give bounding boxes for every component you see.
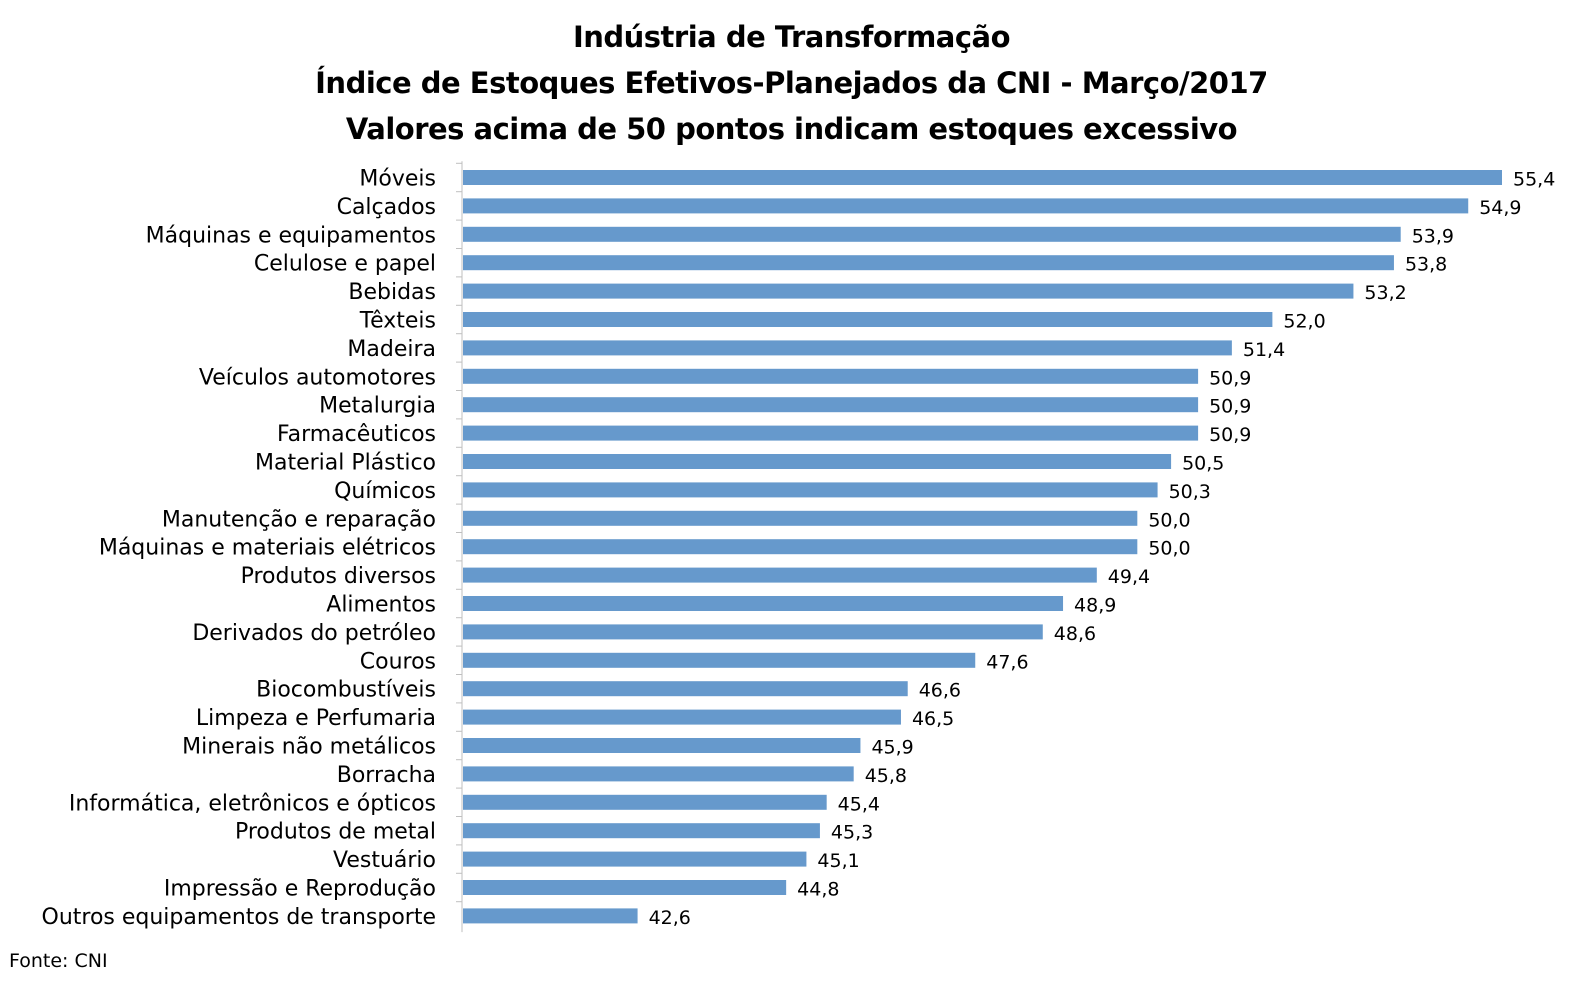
category-label: Biocombustíveis	[256, 678, 436, 703]
bar	[463, 425, 1199, 441]
category-label: Calçados	[337, 195, 436, 220]
data-label: 53,9	[1412, 225, 1454, 247]
category-label: Impressão e Reprodução	[164, 877, 436, 902]
bar	[463, 794, 827, 810]
bar	[463, 851, 807, 867]
category-label: Couros	[360, 649, 436, 674]
category-label: Químicos	[334, 479, 436, 504]
category-label: Têxteis	[359, 309, 436, 334]
category-label: Produtos de metal	[235, 820, 436, 845]
chart-title: Indústria de Transformação	[572, 20, 1011, 54]
bar	[463, 880, 787, 895]
data-label: 52,0	[1283, 311, 1325, 333]
data-label: 50,9	[1209, 367, 1251, 389]
chart-subtitle: Índice de Estoques Efetivos-Planejados d…	[315, 66, 1268, 100]
category-label: Outros equipamentos de transporte	[42, 905, 437, 930]
category-label: Produtos diversos	[241, 564, 436, 589]
data-label: 55,4	[1513, 169, 1555, 191]
category-label: Metalurgia	[319, 394, 436, 419]
chart-subtitle-2: Valores acima de 50 pontos indicam estoq…	[345, 112, 1238, 146]
category-label: Veículos automotores	[199, 365, 436, 390]
data-label: 45,1	[817, 850, 859, 872]
data-label: 53,8	[1405, 254, 1447, 276]
data-label: 50,9	[1209, 424, 1251, 446]
category-label: Máquinas e equipamentos	[146, 223, 436, 248]
bar	[463, 567, 1097, 583]
category-label: Madeira	[347, 337, 436, 362]
data-label: 53,2	[1364, 282, 1406, 304]
bar	[463, 255, 1394, 271]
data-label: 49,4	[1108, 566, 1150, 588]
source-note: Fonte: CNI	[9, 950, 108, 972]
data-label: 48,6	[1054, 623, 1096, 645]
category-label: Borracha	[337, 763, 436, 788]
category-label: Minerais não metálicos	[182, 735, 436, 760]
bar	[463, 652, 976, 668]
category-label: Material Plástico	[255, 451, 436, 476]
category-label: Derivados do petróleo	[192, 621, 436, 646]
bar	[463, 539, 1138, 555]
bar	[463, 709, 901, 725]
data-label: 54,9	[1479, 197, 1521, 219]
data-label: 48,9	[1074, 595, 1116, 617]
bar	[463, 596, 1064, 611]
bar	[463, 170, 1502, 185]
data-label: 42,6	[649, 907, 691, 929]
bar	[463, 510, 1138, 526]
data-label: 50,5	[1182, 453, 1224, 475]
bar	[463, 482, 1158, 498]
data-label: 50,0	[1148, 509, 1190, 531]
data-label: 44,8	[797, 879, 839, 901]
data-label: 50,9	[1209, 396, 1251, 418]
category-label: Manutenção e reparação	[162, 507, 436, 532]
bar	[463, 454, 1172, 469]
bar	[463, 340, 1232, 356]
bar	[463, 823, 820, 839]
bar	[463, 738, 861, 753]
category-label: Farmacêuticos	[277, 422, 436, 447]
bar	[463, 397, 1199, 413]
category-label: Vestuário	[333, 848, 436, 873]
data-label: 50,0	[1148, 538, 1190, 560]
data-label: 51,4	[1243, 339, 1285, 361]
bar	[463, 283, 1354, 299]
bar	[463, 226, 1401, 242]
bar	[463, 681, 908, 697]
category-label: Máquinas e materiais elétricos	[99, 536, 436, 561]
bar	[463, 908, 638, 924]
data-label: 46,6	[919, 680, 961, 702]
bar	[463, 198, 1469, 214]
data-label: 45,8	[865, 765, 907, 787]
bar	[463, 312, 1273, 327]
category-label: Limpeza e Perfumaria	[196, 706, 436, 731]
data-label: 45,3	[831, 822, 873, 844]
data-label: 46,5	[912, 708, 954, 730]
category-label: Informática, eletrônicos e ópticos	[69, 791, 436, 816]
data-label: 47,6	[986, 651, 1028, 673]
data-label: 50,3	[1169, 481, 1211, 503]
bar	[463, 766, 854, 782]
data-label: 45,9	[871, 737, 913, 759]
category-label: Bebidas	[348, 280, 436, 305]
category-label: Alimentos	[326, 593, 436, 618]
category-label: Móveis	[359, 167, 436, 192]
bar	[463, 368, 1199, 384]
category-label: Celulose e papel	[254, 252, 436, 277]
data-label: 45,4	[838, 793, 880, 815]
bar	[463, 624, 1043, 640]
